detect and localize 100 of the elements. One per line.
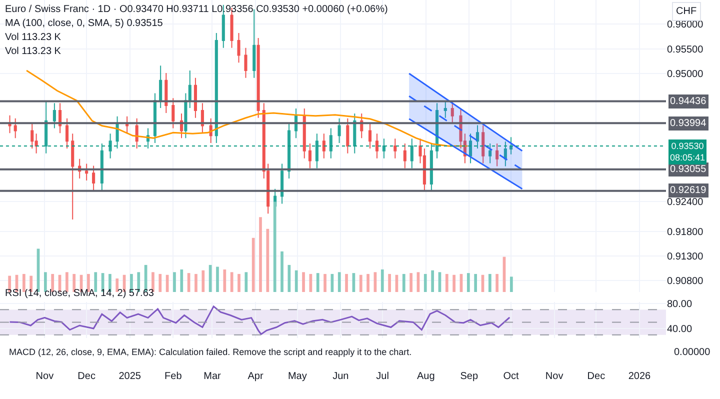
candlestick bbox=[126, 116, 129, 134]
candlestick bbox=[294, 108, 298, 139]
candlestick bbox=[256, 37, 260, 118]
candlestick bbox=[394, 138, 397, 159]
bar bbox=[244, 272, 248, 292]
y-tick-label: 0.95000 bbox=[667, 68, 704, 80]
candlestick bbox=[85, 163, 88, 182]
bar bbox=[223, 269, 226, 292]
bar bbox=[402, 274, 406, 292]
bar bbox=[116, 278, 119, 292]
x-tick-label: May bbox=[288, 371, 307, 382]
x-tick-label: Nov bbox=[545, 371, 564, 382]
candlestick bbox=[159, 65, 162, 109]
chart-title: RSI (14, close, SMA, 14, 2) 57.63 bbox=[5, 288, 154, 299]
bar bbox=[266, 228, 270, 292]
y-tick-label: 0.90800 bbox=[667, 276, 704, 288]
bar bbox=[445, 274, 448, 292]
bar bbox=[273, 202, 276, 292]
bar bbox=[496, 274, 499, 292]
x-tick-label: 2025 bbox=[118, 371, 142, 382]
candlestick bbox=[476, 124, 480, 149]
bar bbox=[466, 273, 470, 292]
bar bbox=[316, 273, 320, 292]
candlestick bbox=[44, 100, 48, 154]
x-tick-label: 2026 bbox=[628, 371, 652, 382]
bar bbox=[452, 274, 456, 292]
candlestick bbox=[194, 77, 197, 118]
x-tick-label: Aug bbox=[416, 371, 435, 382]
bar bbox=[294, 270, 298, 292]
bar bbox=[380, 269, 384, 292]
candlestick bbox=[14, 118, 17, 139]
annotation: Vol 113.23 K bbox=[5, 32, 62, 43]
bar bbox=[338, 272, 341, 292]
candlestick bbox=[504, 141, 507, 167]
bar bbox=[424, 274, 427, 292]
candlestick bbox=[280, 163, 284, 204]
line-series bbox=[26, 70, 468, 147]
line-series bbox=[9, 306, 510, 335]
bar bbox=[72, 274, 76, 292]
candlestick bbox=[488, 143, 492, 164]
bar bbox=[410, 273, 412, 292]
y-tick-label: 40.00 bbox=[667, 324, 692, 336]
candlestick bbox=[214, 32, 218, 144]
candlestick bbox=[65, 118, 69, 149]
x-tick-label: Sep bbox=[460, 371, 478, 382]
candlestick bbox=[410, 138, 414, 169]
bar bbox=[238, 274, 240, 292]
x-tick-label: Jul bbox=[376, 371, 389, 382]
bar bbox=[288, 264, 291, 292]
x-tick-label: Apr bbox=[248, 371, 264, 382]
candlestick bbox=[92, 165, 96, 191]
candlestick bbox=[116, 116, 119, 149]
bar bbox=[324, 274, 326, 292]
bar bbox=[510, 276, 513, 292]
x-tick-label: Feb bbox=[164, 371, 182, 382]
candlestick bbox=[244, 47, 248, 78]
y-tick-label: 0.92400 bbox=[667, 197, 704, 208]
annotation: MA (100, close, 0, SMA, 5) 0.93515 bbox=[5, 18, 164, 29]
candlestick bbox=[322, 133, 326, 159]
x-tick-label: Dec bbox=[78, 371, 96, 382]
candlestick bbox=[8, 114, 12, 134]
candlestick bbox=[469, 133, 472, 164]
bar bbox=[366, 274, 370, 292]
y-axis-title: CHF bbox=[676, 6, 697, 17]
candlestick bbox=[252, 8, 256, 78]
candlestick bbox=[302, 108, 306, 159]
y-tick-label: 0.91800 bbox=[667, 226, 704, 238]
candlestick bbox=[509, 136, 513, 155]
ref-line-label: 0.94436 bbox=[670, 96, 707, 107]
candlestick bbox=[58, 102, 62, 134]
candlestick bbox=[209, 118, 212, 144]
y-tick-label: 80.00 bbox=[667, 298, 692, 310]
candlestick bbox=[200, 102, 204, 134]
candlestick bbox=[108, 133, 112, 159]
bar bbox=[252, 238, 255, 292]
candlestick bbox=[135, 118, 138, 149]
ref-line-label: 0.93530 08:05:41 bbox=[670, 141, 706, 163]
bar bbox=[345, 274, 348, 292]
candlestick bbox=[52, 102, 56, 129]
candlestick bbox=[353, 112, 356, 154]
bar bbox=[431, 270, 434, 292]
y-tick-label: 0.95500 bbox=[667, 44, 704, 56]
bar bbox=[280, 251, 284, 292]
bar bbox=[158, 274, 162, 292]
x-tick-label: Dec bbox=[587, 371, 606, 382]
bar bbox=[22, 274, 26, 292]
candlestick bbox=[287, 122, 291, 180]
bar bbox=[359, 274, 362, 292]
candlestick bbox=[237, 32, 240, 64]
candlestick bbox=[329, 128, 332, 159]
text: 0.00000 bbox=[674, 347, 711, 358]
candlestick bbox=[382, 138, 386, 159]
bar bbox=[216, 266, 219, 292]
bar bbox=[208, 264, 212, 292]
candlestick bbox=[100, 143, 104, 191]
bar bbox=[180, 269, 184, 292]
bar bbox=[488, 274, 492, 292]
bar bbox=[202, 270, 205, 292]
x-tick-label: Mar bbox=[204, 371, 222, 382]
bar bbox=[230, 272, 234, 292]
